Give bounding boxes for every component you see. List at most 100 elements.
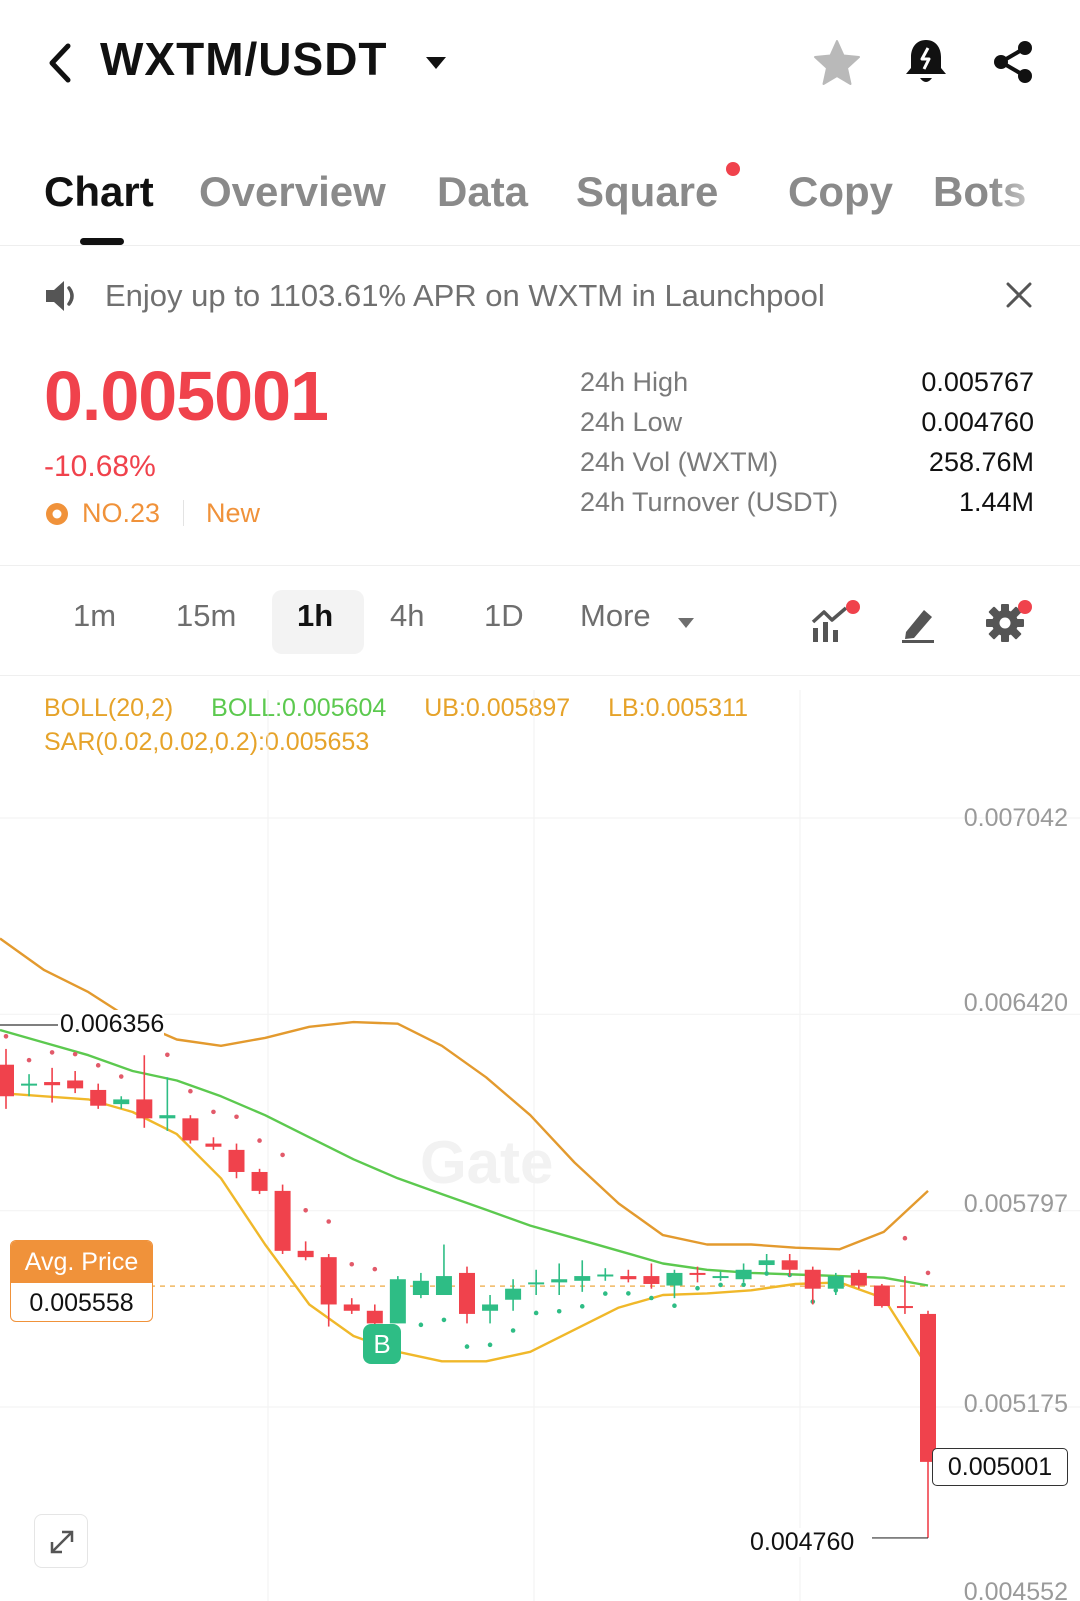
candle-body	[251, 1171, 268, 1191]
stat-value-volume: 258.76M	[928, 447, 1034, 477]
candle-body	[758, 1260, 775, 1266]
tabs-fade	[990, 160, 1080, 240]
avg-price-value: 0.005558	[29, 1289, 134, 1317]
share-icon[interactable]	[990, 38, 1036, 86]
price-change: -10.68%	[44, 450, 156, 483]
tab-chart[interactable]: Chart	[44, 168, 154, 215]
star-icon[interactable]	[812, 38, 862, 88]
candle-body	[274, 1190, 291, 1251]
candle-body	[90, 1089, 107, 1106]
bell-alert-icon[interactable]	[902, 36, 950, 88]
y-axis-tick: 0.005175	[963, 1390, 1068, 1418]
candle-body	[666, 1272, 683, 1286]
candle-body	[551, 1279, 568, 1283]
tab-data[interactable]: Data	[437, 168, 529, 215]
draw-pen-icon[interactable]	[898, 604, 938, 644]
y-axis-tick: 0.007042	[963, 804, 1068, 832]
candle-body	[620, 1276, 637, 1280]
high-price-marker: 0.006356	[60, 1010, 165, 1039]
boll-lower-line	[0, 1091, 930, 1369]
caret-down-icon[interactable]	[424, 55, 448, 71]
candle-body	[320, 1257, 337, 1305]
candle-body	[44, 1082, 61, 1086]
candle-body	[113, 1099, 130, 1105]
candle-body	[781, 1260, 798, 1270]
avg-price-tag[interactable]: Avg. Price 0.005558	[10, 1240, 153, 1322]
avg-price-label: Avg. Price	[11, 1241, 152, 1283]
pair-title[interactable]: WXTM/USDT	[100, 33, 388, 85]
legend-boll-mid: BOLL:0.005604	[211, 694, 387, 722]
timeframe-4h[interactable]: 4h	[390, 598, 425, 633]
y-axis-tick: 0.004552	[963, 1578, 1068, 1601]
sar-dot	[464, 1344, 470, 1349]
timeframe-15m[interactable]: 15m	[176, 598, 237, 633]
timeframe-1m[interactable]: 1m	[73, 598, 117, 633]
sar-dot	[280, 1152, 285, 1158]
sar-dot	[95, 1063, 101, 1068]
tab-active-indicator	[80, 238, 124, 245]
candle-body	[896, 1306, 913, 1309]
candle-body	[689, 1272, 706, 1275]
boll-mid-line	[0, 1028, 929, 1287]
stat-label-high: 24h High	[580, 367, 689, 397]
tab-copy[interactable]: Copy	[788, 168, 893, 215]
timeframe-more[interactable]: More	[580, 598, 651, 633]
sar-dot	[165, 1052, 170, 1058]
sar-dot	[533, 1310, 539, 1316]
new-tag: New	[206, 498, 261, 528]
candle-body	[21, 1083, 38, 1086]
candle-body	[804, 1269, 821, 1289]
caret-down-icon[interactable]	[677, 617, 695, 629]
sar-dot	[257, 1138, 262, 1143]
sar-dot	[556, 1308, 562, 1314]
candle-body	[343, 1304, 360, 1311]
candle-body	[228, 1149, 245, 1172]
notification-dot	[1018, 600, 1032, 614]
sar-dot	[234, 1114, 239, 1120]
indicator-legend-sar[interactable]: SAR(0.02,0.02,0.2):0.005653	[44, 728, 370, 756]
tab-square[interactable]: Square	[576, 168, 719, 215]
sar-dot	[3, 1034, 9, 1039]
y-axis-tick: 0.005797	[963, 1190, 1068, 1218]
timeframe-1h[interactable]: 1h	[297, 598, 334, 633]
sar-dot	[603, 1291, 608, 1296]
candle-body	[159, 1115, 176, 1119]
tab-overview[interactable]: Overview	[199, 168, 386, 215]
banner-text[interactable]: Enjoy up to 1103.61% APR on WXTM in Laun…	[105, 278, 825, 313]
buy-marker[interactable]: B	[363, 1324, 401, 1364]
notification-dot	[846, 600, 860, 614]
sar-dot	[741, 1282, 746, 1288]
close-icon[interactable]	[1004, 280, 1034, 310]
legend-boll-name: BOLL(20,2)	[44, 694, 174, 722]
back-arrow-icon[interactable]	[40, 38, 80, 88]
sar-dot	[418, 1322, 424, 1328]
fullscreen-button[interactable]	[34, 1514, 88, 1568]
candle-body	[205, 1143, 222, 1147]
notification-dot	[726, 162, 740, 176]
indicator-legend-boll[interactable]: BOLL(20,2) BOLL:0.005604 UB:0.005897 LB:…	[44, 694, 748, 723]
candle-body	[850, 1272, 867, 1286]
gear-icon[interactable]	[984, 602, 1026, 644]
sar-dot	[579, 1304, 585, 1309]
sar-dot	[672, 1303, 677, 1309]
legend-boll-ub: UB:0.005897	[424, 694, 571, 722]
stat-value-high: 0.005767	[921, 367, 1034, 397]
timeframe-active-bg	[272, 590, 364, 654]
top-bar: WXTM/USDT	[0, 0, 1080, 125]
candle-body	[643, 1276, 660, 1284]
sar-dot	[510, 1328, 516, 1333]
candle-body	[435, 1276, 452, 1296]
candle-body	[712, 1276, 729, 1279]
rank-badge[interactable]: NO.23	[82, 498, 161, 528]
stat-label-low: 24h Low	[580, 407, 683, 437]
candle-body	[735, 1269, 752, 1280]
sar-dot	[372, 1266, 378, 1272]
legend-boll-lb: LB:0.005311	[608, 694, 749, 722]
announcement-banner[interactable]: Enjoy up to 1103.61% APR on WXTM in Laun…	[0, 270, 1080, 330]
indicator-icon[interactable]	[810, 604, 850, 644]
candle-body	[574, 1276, 591, 1281]
low-price-marker: 0.004760	[750, 1528, 855, 1557]
timeframe-1d[interactable]: 1D	[484, 598, 524, 633]
candle-body	[389, 1279, 406, 1324]
